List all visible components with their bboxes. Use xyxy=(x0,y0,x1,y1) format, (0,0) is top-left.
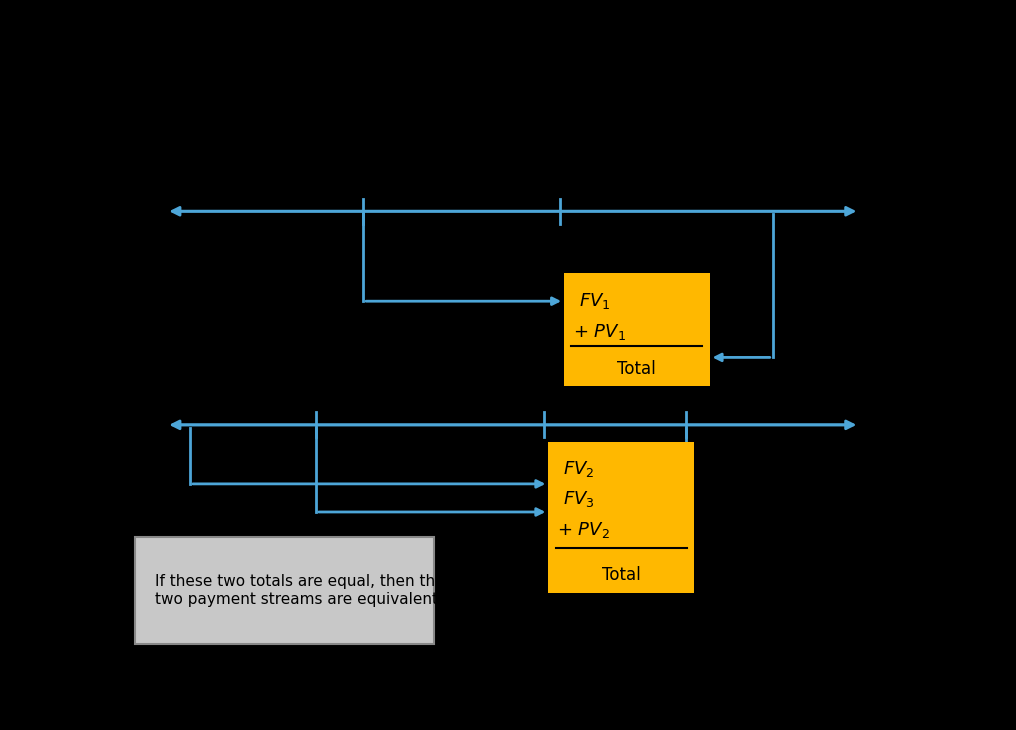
Text: $+\ \mathit{PV}_1$: $+\ \mathit{PV}_1$ xyxy=(573,321,626,342)
Text: Total: Total xyxy=(618,360,656,377)
FancyBboxPatch shape xyxy=(549,442,694,593)
Text: $\mathit{FV}_3$: $\mathit{FV}_3$ xyxy=(563,489,594,510)
Text: If these two totals are equal, then the
two payment streams are equivalent: If these two totals are equal, then the … xyxy=(154,575,444,607)
FancyBboxPatch shape xyxy=(564,273,709,385)
Text: Total: Total xyxy=(601,566,640,584)
FancyBboxPatch shape xyxy=(135,537,434,644)
Text: $+\ \mathit{PV}_2$: $+\ \mathit{PV}_2$ xyxy=(557,520,610,539)
Text: $\mathit{FV}_1$: $\mathit{FV}_1$ xyxy=(578,291,611,311)
Text: $\mathit{FV}_2$: $\mathit{FV}_2$ xyxy=(563,459,594,479)
